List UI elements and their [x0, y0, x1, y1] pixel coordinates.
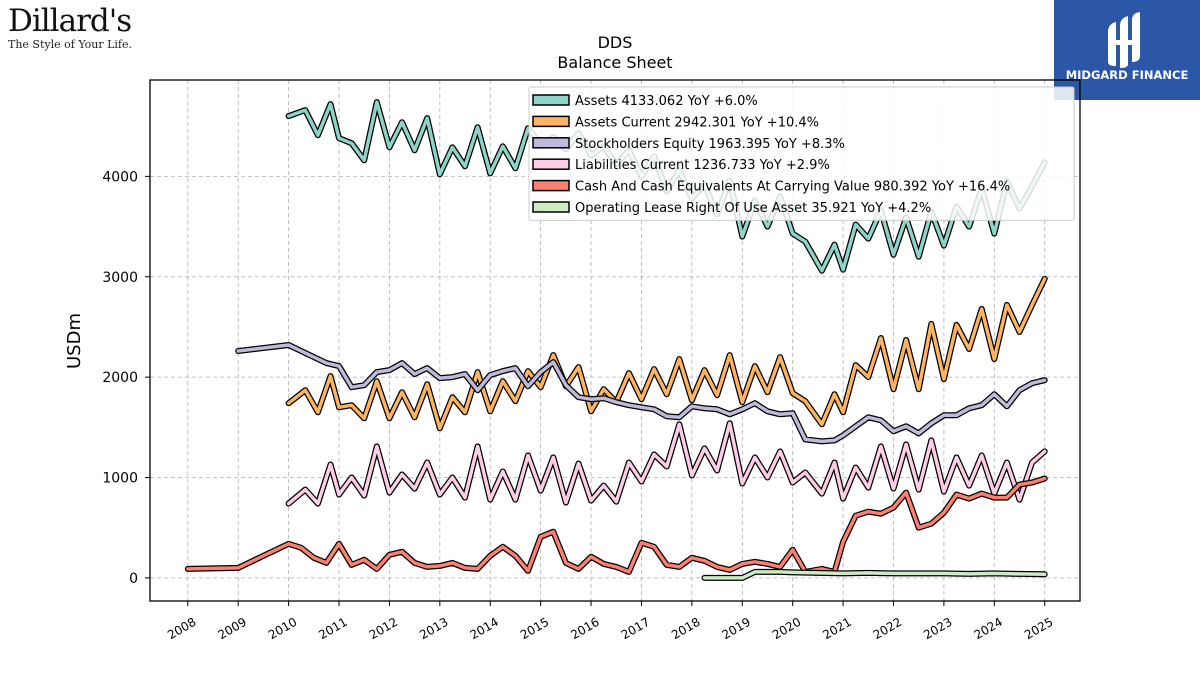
x-tick-label: 2012	[367, 615, 400, 642]
midgard-brand-text: MIDGARD FINANCE	[1065, 68, 1189, 82]
legend-box	[528, 86, 1075, 221]
chart-title: DDS	[598, 33, 633, 52]
x-tick-label: 2017	[619, 615, 652, 642]
y-tick-label: 1000	[102, 471, 138, 487]
x-tick-label: 2013	[417, 615, 450, 642]
legend-swatch	[532, 94, 570, 106]
series-outline-assets-current	[285, 275, 1048, 432]
x-tick-label: 2020	[770, 615, 803, 642]
x-tick-label: 2015	[518, 615, 551, 642]
dillards-brand-text: Dillard's	[8, 3, 132, 39]
x-tick-label: 2009	[215, 615, 248, 642]
dillards-logo: Dillard's The Style of Your Life.	[8, 4, 138, 54]
legend-swatch	[532, 158, 570, 170]
legend-entry: Assets 4133.062 YoY +6.0%	[575, 94, 758, 109]
x-tick-label: 2016	[568, 615, 601, 642]
x-tick-label: 2019	[720, 615, 753, 642]
legend: Assets 4133.062 YoY +6.0% Assets Current …	[528, 86, 1075, 221]
x-tick-label: 2021	[820, 615, 853, 642]
legend-swatch	[532, 115, 570, 128]
series-line-stockholders-equity	[236, 343, 1047, 444]
series-line-cash-and-cash-equivalents-at-carrying-value	[186, 476, 1047, 574]
y-tick-label: 0	[129, 571, 138, 587]
chart-subtitle: Balance Sheet	[557, 53, 672, 72]
legend-swatch	[532, 179, 570, 192]
series-line-operating-lease-right-of-use-asset	[702, 570, 1047, 580]
dillards-tagline: The Style of Your Life.	[8, 38, 132, 51]
midgard-finance-logo: MIDGARD FINANCE	[1054, 0, 1200, 100]
legend-swatch	[532, 137, 570, 149]
x-tick-label: 2024	[972, 615, 1005, 642]
x-tick-label: 2008	[165, 615, 198, 642]
series-line-liabilities-current	[286, 421, 1047, 506]
y-tick-label: 4000	[102, 169, 138, 185]
y-tick-label: 2000	[102, 370, 138, 386]
legend-entry: Cash And Cash Equivalents At Carrying Va…	[575, 180, 1010, 195]
legend-swatch	[532, 201, 570, 213]
y-tick-label: 3000	[102, 270, 138, 286]
x-tick-label: 2011	[316, 615, 349, 642]
x-tick-label: 2025	[1022, 615, 1055, 642]
plot-frame	[149, 79, 1081, 602]
legend-entry: Operating Lease Right Of Use Asset 35.92…	[575, 201, 931, 216]
midgard-mark-icon	[1108, 12, 1140, 68]
series-line-assets-current	[286, 277, 1047, 431]
x-tick-label: 2014	[468, 615, 501, 642]
x-tick-label: 2010	[266, 615, 299, 642]
legend-entry: Stockholders Equity 1963.395 YoY +8.3%	[575, 137, 845, 152]
legend-entry: Liabilities Current 1236.733 YoY +2.9%	[575, 158, 830, 173]
x-tick-label: 2023	[921, 615, 954, 642]
y-axis-label: USDm	[64, 313, 85, 369]
legend-entry: Assets Current 2942.301 YoY +10.4%	[575, 115, 819, 130]
x-tick-label: 2022	[871, 615, 904, 642]
x-tick-label: 2018	[669, 615, 702, 642]
